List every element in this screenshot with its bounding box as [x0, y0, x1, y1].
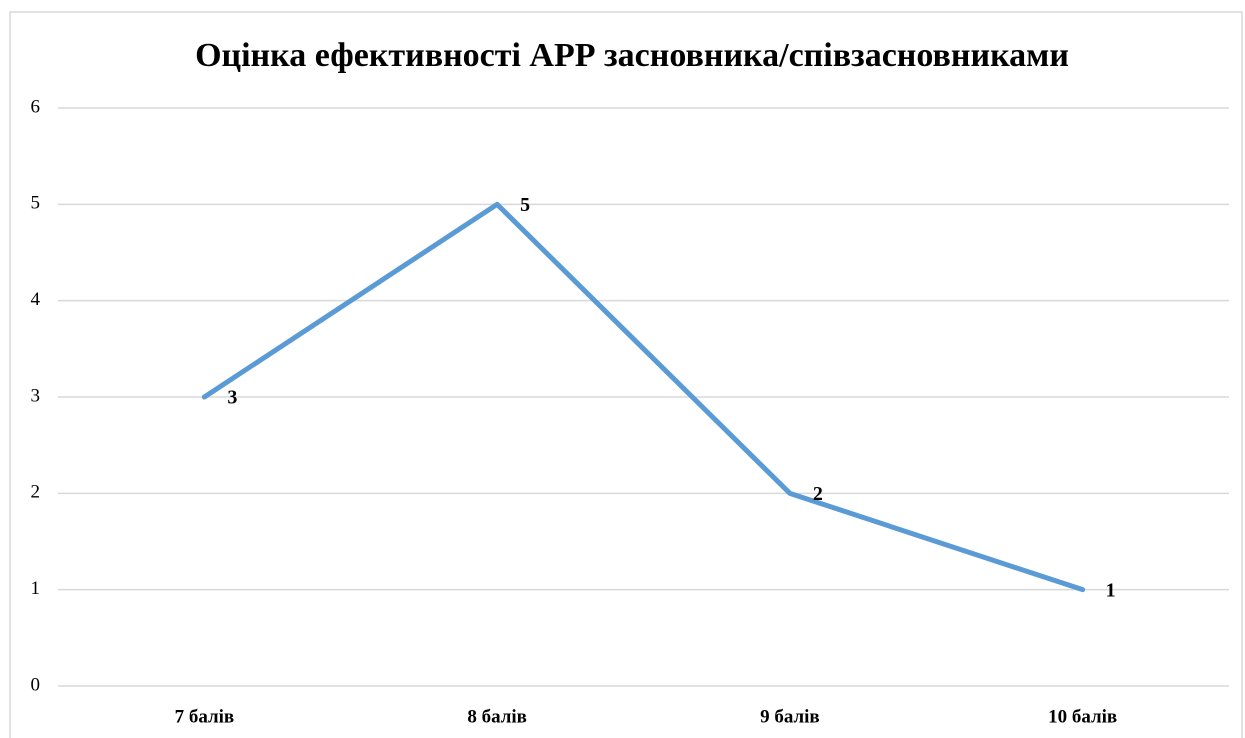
chart-title: Оцінка ефективності АРР засновника/співз…: [195, 37, 1069, 74]
y-tick-label: 1: [31, 578, 41, 599]
data-label: 3: [227, 387, 237, 409]
x-tick-label: 8 балів: [467, 706, 527, 727]
y-tick-label: 3: [31, 385, 41, 406]
y-tick-label: 0: [31, 674, 41, 695]
chart-border: [9, 11, 1243, 738]
y-tick-label: 6: [31, 96, 41, 117]
data-label: 2: [813, 483, 823, 505]
x-tick-label: 7 балів: [175, 706, 235, 727]
x-tick-label: 10 балів: [1048, 706, 1117, 727]
y-tick-label: 2: [31, 482, 41, 503]
data-label: 1: [1106, 579, 1116, 601]
x-tick-label: 9 балів: [760, 706, 820, 727]
data-line: [201, 201, 1086, 593]
y-tick-label: 5: [31, 193, 41, 214]
data-label: 5: [520, 194, 530, 216]
y-tick-label: 4: [31, 289, 41, 310]
